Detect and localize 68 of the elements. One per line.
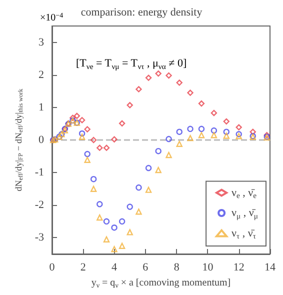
point [176, 128, 182, 135]
x-tick-label: 14 [264, 262, 276, 274]
point [155, 148, 162, 154]
point [90, 136, 97, 144]
point [223, 118, 230, 125]
point [126, 102, 133, 108]
point [210, 127, 218, 134]
point [136, 184, 142, 191]
y-tick-label: 3 [38, 36, 44, 48]
point [198, 126, 205, 132]
point [84, 156, 90, 163]
point [118, 218, 126, 225]
x-tick-label: 0 [49, 262, 56, 274]
point [198, 100, 205, 107]
point [111, 224, 118, 231]
chart-title: comparison: energy density [80, 6, 203, 18]
x-tick-label: 12 [233, 262, 244, 274]
y-tick-label: 2 [38, 68, 44, 81]
point [96, 144, 103, 151]
point [176, 140, 182, 148]
point [118, 120, 126, 126]
point [90, 176, 97, 182]
point [84, 126, 90, 132]
point [103, 144, 110, 151]
point [198, 132, 205, 138]
point [78, 134, 86, 140]
point [111, 136, 118, 142]
point [96, 201, 103, 208]
point [187, 126, 194, 132]
y-tick-label: 1 [38, 101, 44, 114]
point [145, 186, 152, 193]
point [96, 214, 103, 221]
point [84, 150, 90, 158]
x-tick-label: 2 [80, 262, 86, 274]
x-tick-label: 8 [174, 262, 180, 274]
point [90, 186, 97, 192]
point [103, 218, 110, 225]
point [155, 166, 162, 174]
point [118, 242, 126, 249]
point [126, 204, 133, 210]
point [210, 110, 218, 116]
point [187, 134, 194, 142]
point [166, 72, 172, 79]
point [187, 90, 194, 96]
x-tick-label: 10 [202, 262, 214, 274]
y-tick-label: 0 [38, 134, 44, 146]
point [250, 128, 256, 135]
point [145, 164, 152, 172]
point [223, 128, 230, 135]
point [176, 80, 182, 86]
point [78, 130, 86, 137]
point [210, 132, 218, 138]
y-tick-label: -3 [34, 232, 44, 244]
y-tick-label: -2 [34, 199, 44, 212]
y-tick-label: -1 [34, 166, 44, 179]
point [145, 74, 152, 81]
point [166, 136, 172, 142]
point [136, 86, 142, 92]
point [223, 132, 230, 139]
point [103, 236, 110, 242]
x-tick-label: 6 [142, 262, 149, 274]
point [70, 114, 76, 121]
point [236, 124, 242, 130]
x-tick-label: 4 [112, 262, 118, 274]
point [155, 70, 162, 77]
point [78, 117, 86, 124]
point [166, 152, 172, 158]
point [74, 112, 80, 119]
